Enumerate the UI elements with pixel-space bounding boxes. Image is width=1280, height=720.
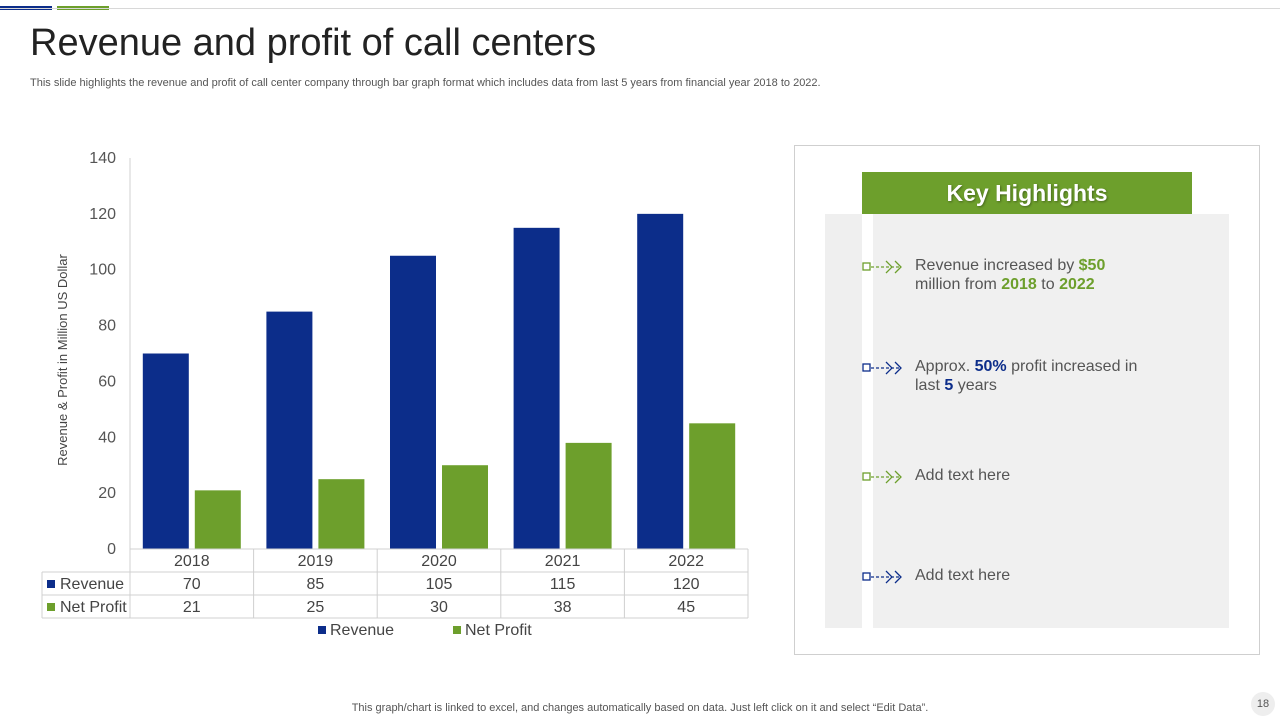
y-tick-label: 60 (98, 373, 116, 390)
x-category-label: 2018 (174, 553, 210, 570)
bar-revenue-2019[interactable] (266, 311, 313, 549)
bar-net-profit-2018[interactable] (194, 490, 241, 549)
y-tick-label: 100 (89, 262, 116, 279)
page-subtitle: This slide highlights the revenue and pr… (30, 77, 821, 89)
legend-label: Net Profit (465, 622, 532, 639)
panel-shade-main (873, 214, 1229, 628)
bar-net-profit-2020[interactable] (442, 465, 488, 549)
bar-net-profit-2021[interactable] (565, 442, 612, 549)
table-legend-key (47, 580, 55, 588)
top-divider (0, 8, 1280, 9)
y-axis-label: Revenue & Profit in Million US Dollar (55, 253, 70, 465)
y-tick-label: 120 (89, 206, 116, 223)
table-value: 85 (307, 576, 325, 593)
legend-key-1 (453, 626, 461, 634)
arrow-icon (862, 260, 902, 274)
table-series-label: Net Profit (60, 599, 127, 616)
y-tick-label: 0 (107, 541, 116, 558)
highlight-text-1: Revenue increased by $50 million from 20… (915, 257, 1106, 293)
x-category-label: 2021 (545, 553, 581, 570)
highlights-panel (794, 145, 1260, 655)
table-legend-key (47, 603, 55, 611)
key-highlights-header: Key Highlights (862, 172, 1192, 214)
table-value: 30 (430, 599, 448, 616)
table-value: 38 (554, 599, 572, 616)
bar-revenue-2022[interactable] (637, 213, 684, 549)
y-tick-label: 20 (98, 485, 116, 502)
legend-key-0 (318, 626, 326, 634)
page-title: Revenue and profit of call centers (30, 22, 597, 64)
page-number: 18 (1251, 692, 1275, 716)
bar-net-profit-2019[interactable] (318, 479, 365, 549)
footer-note: This graph/chart is linked to excel, and… (351, 702, 929, 714)
table-value: 45 (677, 599, 695, 616)
bar-revenue-2020[interactable] (390, 255, 436, 549)
table-value: 21 (183, 599, 201, 616)
y-tick-label: 40 (98, 429, 116, 446)
arrow-icon (862, 470, 902, 484)
table-value: 70 (183, 576, 201, 593)
bar-chart[interactable]: 0 20 40 60 80 100 120 140 2018 2019 2020 2021 2022 R… (0, 0, 790, 660)
arrow-icon (862, 570, 902, 584)
highlight-text-2: Approx. 50% profit increased in last 5 y… (915, 358, 1138, 394)
x-category-label: 2019 (298, 553, 334, 570)
table-value: 115 (550, 576, 576, 593)
panel-shade-left (825, 214, 862, 628)
bar-net-profit-2022[interactable] (689, 423, 736, 549)
bar-revenue-2021[interactable] (513, 227, 560, 550)
table-value: 120 (673, 576, 700, 593)
x-category-label: 2020 (421, 553, 457, 570)
highlight-text-4[interactable]: Add text here (915, 567, 1011, 584)
arrow-icon (862, 361, 902, 375)
table-value: 25 (307, 599, 325, 616)
x-category-label: 2022 (668, 553, 704, 570)
highlight-text-3[interactable]: Add text here (915, 467, 1011, 484)
table-value: 105 (426, 576, 453, 593)
bar-revenue-2018[interactable] (142, 353, 189, 550)
y-tick-label: 80 (98, 318, 116, 335)
y-tick-label: 140 (89, 150, 116, 167)
legend-label: Revenue (330, 622, 394, 639)
table-series-label: Revenue (60, 576, 124, 593)
